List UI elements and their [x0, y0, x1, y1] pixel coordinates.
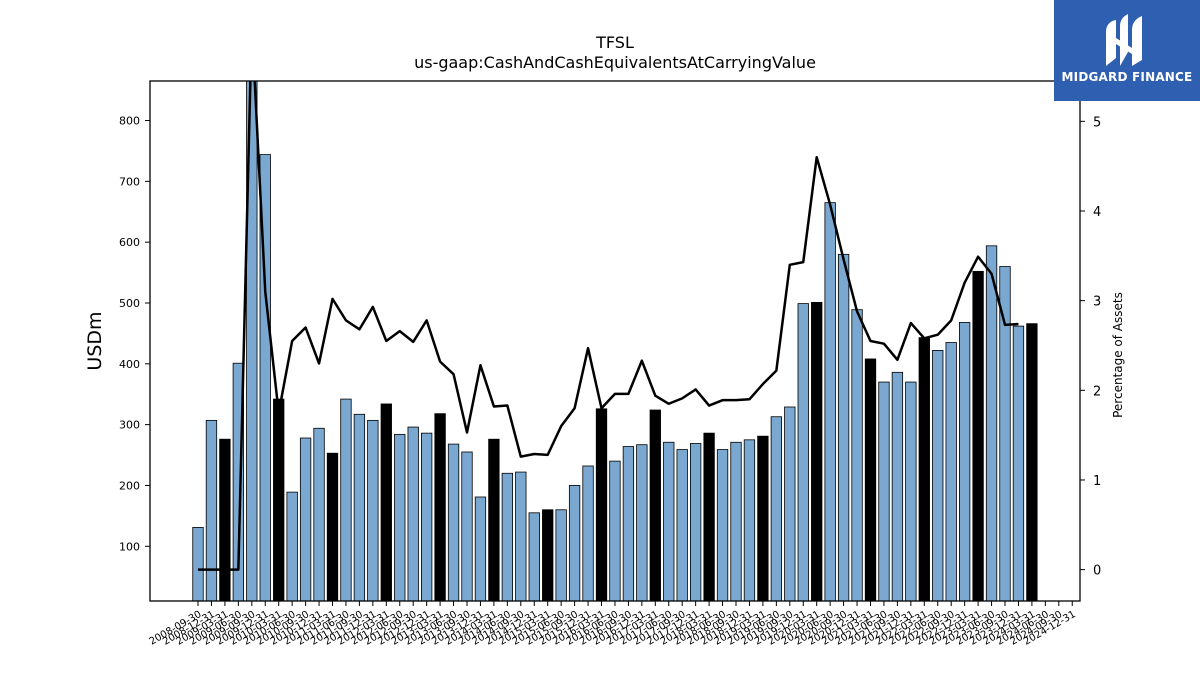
bar-2015-03-31 — [542, 509, 554, 601]
midgard-logo-icon — [1106, 14, 1142, 66]
bar-2017-06-30 — [663, 441, 675, 601]
y-tick-label-100: 100 — [119, 540, 140, 553]
bar-2014-06-30 — [501, 472, 514, 601]
bar-2015-09-30 — [568, 485, 581, 601]
bar-2008-09-30 — [192, 527, 204, 601]
bar-2021-03-31 — [864, 358, 877, 601]
bar-2020-09-30 — [837, 253, 850, 601]
bar-2013-12-31 — [474, 496, 487, 601]
bar-2019-09-30 — [784, 406, 796, 601]
bar-2015-12-31 — [582, 465, 594, 601]
bar-2013-03-31 — [434, 413, 446, 601]
bar-2017-09-30 — [676, 449, 688, 601]
bar-2023-03-31 — [972, 270, 984, 601]
bar-2015-06-30 — [555, 509, 567, 601]
bar-2016-12-31 — [636, 444, 648, 601]
bar-2020-06-30 — [824, 202, 836, 601]
y-tick-label-400: 400 — [119, 358, 140, 371]
y2-tick-label-4: 4 — [1093, 205, 1101, 220]
bar-2014-09-30 — [515, 471, 527, 601]
bar-2011-06-30 — [340, 398, 352, 601]
y-axis-label: USDm — [84, 311, 106, 370]
bar-2010-03-31 — [273, 398, 285, 601]
bar-2013-06-30 — [447, 443, 460, 601]
bar-2021-12-31 — [905, 381, 917, 601]
midgard-finance-logo: MIDGARD FINANCE — [1054, 0, 1200, 101]
y2-tick-label-1: 1 — [1093, 474, 1101, 489]
bar-2023-06-30 — [985, 245, 998, 601]
bar-2023-09-30 — [999, 266, 1011, 601]
percentage-line — [198, 81, 1019, 571]
y-tick-label-500: 500 — [119, 297, 140, 310]
bar-2008-12-31 — [205, 419, 218, 601]
bar-2010-06-30 — [286, 491, 298, 601]
bar-2017-03-31 — [649, 409, 661, 601]
bar-2022-03-31 — [918, 337, 930, 601]
bar-2011-12-31 — [367, 419, 379, 601]
bar-2011-09-30 — [353, 413, 366, 601]
y2-tick-label-2: 2 — [1093, 384, 1101, 399]
y-tick-label-700: 700 — [119, 175, 140, 188]
bar-2016-03-31 — [595, 408, 608, 601]
bar-2009-12-31 — [259, 154, 271, 601]
bar-2023-12-31 — [1012, 325, 1025, 601]
bar-2018-09-30 — [730, 441, 742, 601]
bar-2018-12-31 — [743, 439, 756, 601]
bar-2019-03-31 — [757, 435, 769, 601]
bar-2017-12-31 — [690, 443, 702, 601]
bar-2014-03-31 — [488, 438, 500, 601]
bar-2012-03-31 — [380, 403, 392, 601]
bar-2019-12-31 — [797, 303, 809, 601]
y2-tick-label-5: 5 — [1093, 115, 1101, 130]
bar-2009-06-30 — [232, 362, 245, 601]
chart-subtitle: us-gaap:CashAndCashEquivalentsAtCarrying… — [414, 53, 816, 72]
y-tick-label-200: 200 — [119, 479, 140, 492]
bar-2013-09-30 — [461, 451, 473, 601]
y-tick-label-800: 800 — [119, 115, 140, 128]
bar-2012-09-30 — [407, 426, 419, 601]
bar-2012-06-30 — [394, 433, 406, 601]
brand-name: MIDGARD FINANCE — [1061, 70, 1193, 84]
bar-2018-06-30 — [716, 449, 729, 601]
y-tick-label-600: 600 — [119, 236, 140, 249]
bar-2011-03-31 — [326, 452, 339, 601]
bar-2014-12-31 — [528, 512, 540, 601]
chart-title: TFSL — [596, 33, 634, 52]
y-tick-label-300: 300 — [119, 419, 140, 432]
bar-2016-09-30 — [622, 446, 635, 601]
y2-tick-label-0: 0 — [1093, 564, 1101, 579]
bar-2020-03-31 — [811, 301, 823, 601]
bar-2022-09-30 — [945, 342, 957, 601]
bar-2021-06-30 — [878, 381, 890, 601]
bar-2022-12-31 — [959, 322, 971, 601]
bar-2022-06-30 — [932, 350, 944, 601]
bar-2021-09-30 — [891, 371, 904, 601]
bar-2024-03-31 — [1026, 323, 1038, 601]
bar-2020-12-31 — [851, 309, 863, 601]
bar-2010-09-30 — [299, 437, 312, 601]
bar-2016-06-30 — [609, 460, 621, 601]
y2-tick-label-3: 3 — [1093, 295, 1101, 310]
bar-2012-12-31 — [420, 432, 433, 601]
y2-axis-label: Percentage of Assets — [1111, 292, 1125, 418]
bar-2018-03-31 — [703, 432, 715, 601]
bar-2019-06-30 — [770, 416, 782, 601]
bar-2009-03-31 — [219, 438, 231, 601]
bar-2010-12-31 — [313, 427, 325, 601]
